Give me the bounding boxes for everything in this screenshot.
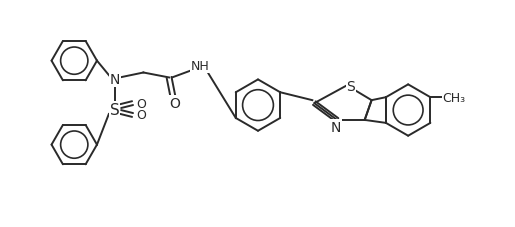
Text: O: O xyxy=(169,97,180,111)
Text: O: O xyxy=(136,109,146,122)
Text: S: S xyxy=(110,102,119,117)
Text: CH₃: CH₃ xyxy=(442,91,466,104)
Text: NH: NH xyxy=(191,60,209,73)
Text: N: N xyxy=(331,120,341,134)
Text: O: O xyxy=(136,97,146,110)
Text: S: S xyxy=(347,80,355,94)
Text: N: N xyxy=(110,73,120,87)
